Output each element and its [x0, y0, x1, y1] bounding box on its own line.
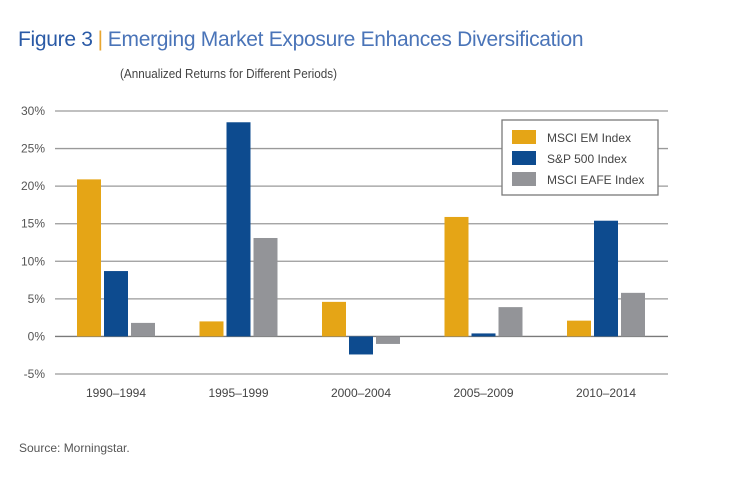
x-tick-label: 2005–2009 [453, 386, 513, 400]
x-tick-label: 2010–2014 [576, 386, 636, 400]
legend-swatch [512, 172, 536, 186]
y-tick-label: 25% [21, 142, 45, 156]
chart-subtitle: (Annualized Returns for Different Period… [120, 66, 337, 81]
y-axis-ticks: 30% 25% 20% 15% 10% 5% 0% -5% [21, 104, 45, 381]
legend-label: S&P 500 Index [547, 152, 627, 166]
legend-label: MSCI EM Index [547, 131, 631, 145]
bars [77, 122, 645, 355]
figure-label: Figure 3 [18, 28, 93, 51]
figure-title: Figure 3 | Emerging Market Exposure Enhanc… [18, 27, 584, 53]
bar [444, 216, 469, 337]
bar [322, 301, 346, 337]
bar [253, 237, 278, 337]
y-tick-label: -5% [24, 367, 46, 381]
bar [104, 271, 128, 337]
bar [498, 307, 523, 337]
bar [567, 320, 591, 337]
bar [594, 220, 618, 337]
bar [376, 336, 400, 344]
gridlines [55, 110, 668, 375]
source-note: Source: Morningstar. [19, 441, 130, 455]
bar [349, 336, 373, 355]
x-tick-label: 2000–2004 [331, 386, 391, 400]
legend-label: MSCI EAFE Index [547, 173, 644, 187]
legend-swatch [512, 151, 536, 165]
bar [77, 179, 101, 337]
legend: MSCI EM Index S&P 500 Index MSCI EAFE Inde… [501, 119, 659, 196]
y-tick-label: 5% [28, 292, 46, 306]
x-axis-labels: 1990–1994 1995–1999 2000–2004 2005–2009 2010… [86, 386, 636, 400]
bar [131, 322, 155, 337]
y-tick-label: 0% [28, 329, 46, 343]
legend-swatch [512, 130, 536, 144]
title-separator: | [97, 28, 103, 51]
x-tick-label: 1990–1994 [86, 386, 146, 400]
chart-title: Emerging Market Exposure Enhances Divers… [107, 28, 584, 51]
y-tick-label: 10% [21, 254, 45, 268]
bar [621, 292, 645, 337]
y-tick-label: 15% [21, 217, 45, 231]
y-tick-label: 20% [21, 179, 45, 193]
bar [199, 321, 224, 337]
bar [471, 333, 496, 337]
bar [226, 122, 251, 337]
x-tick-label: 1995–1999 [208, 386, 268, 400]
y-tick-label: 30% [21, 104, 45, 118]
